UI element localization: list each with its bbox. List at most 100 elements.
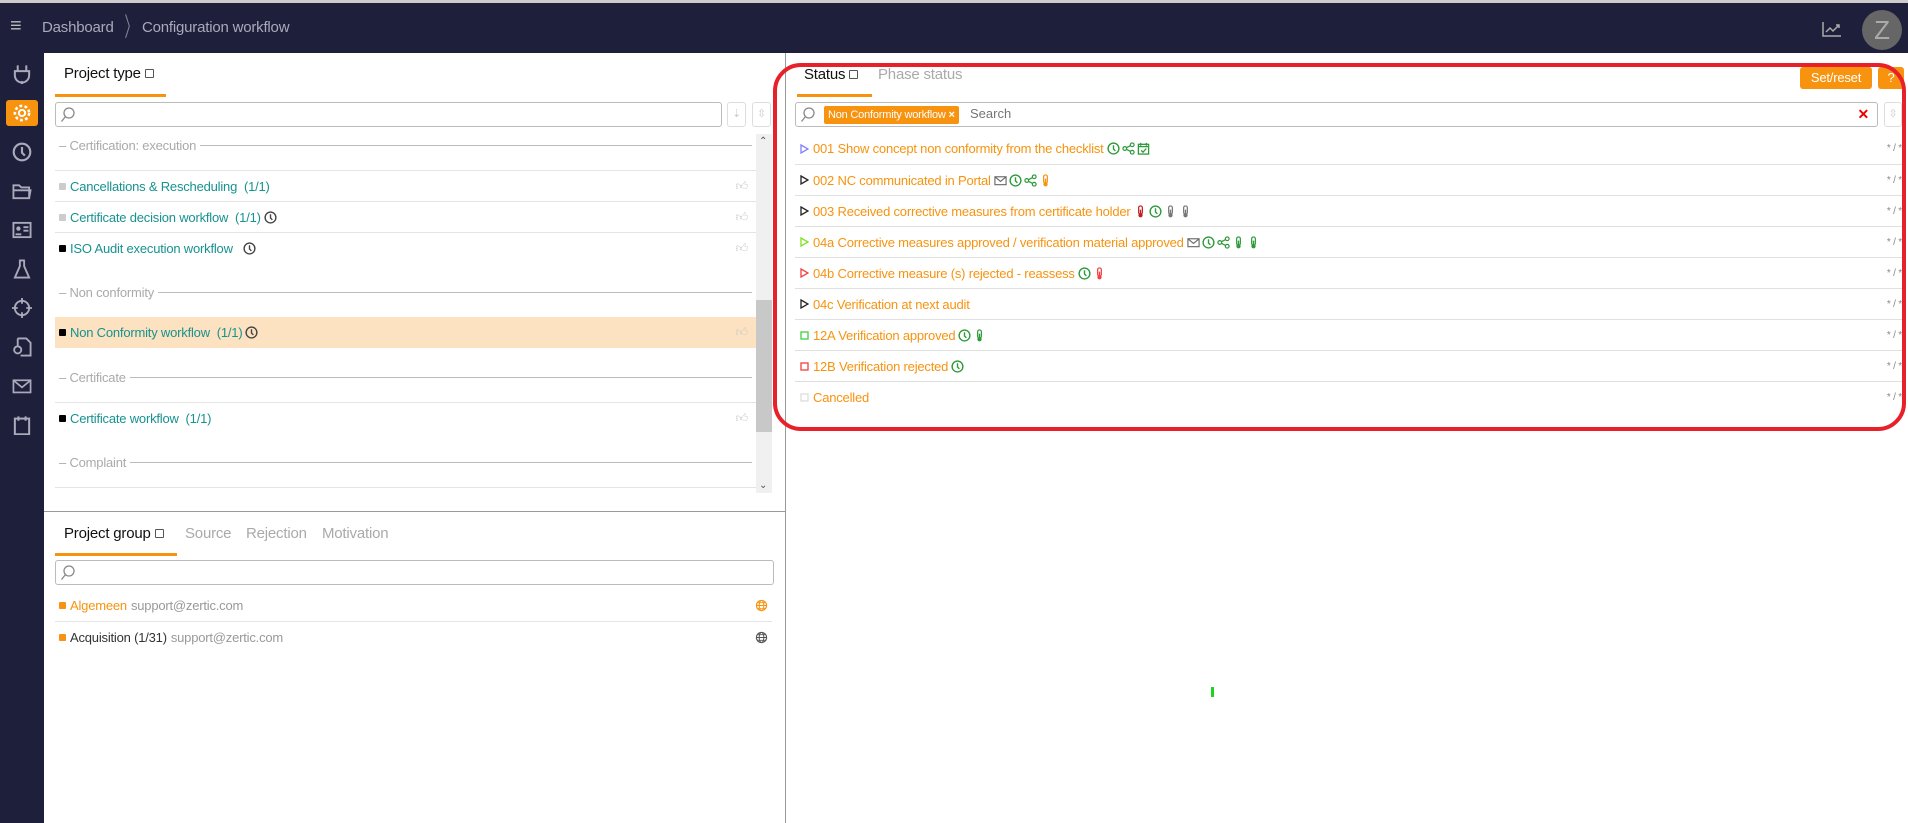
item-count: (1/1)	[235, 209, 261, 225]
clock-icon	[1009, 173, 1022, 187]
tab-phase-status[interactable]: Phase status	[878, 66, 963, 83]
item-name: Certificate workflow	[70, 410, 179, 426]
status-label: 12A Verification approved	[813, 327, 956, 343]
status-permissions: * / *	[1886, 174, 1902, 186]
project-type-list: – Certification: execution Cancellations …	[55, 134, 756, 493]
clock-icon	[951, 359, 964, 373]
panel-divider-vertical	[785, 53, 786, 823]
project-type-item[interactable]: Cancellations & Rescheduling (1/1) 👍︎	[55, 170, 756, 201]
item-name: Non Conformity workflow	[70, 325, 210, 340]
thumbs-up-icon[interactable]: 👍︎	[735, 240, 749, 255]
scrollbar[interactable]: ⌃ ⌄	[756, 134, 772, 493]
checkbox-icon[interactable]	[849, 70, 859, 79]
menu-icon[interactable]: ≡	[10, 15, 22, 37]
project-group-search-input[interactable]	[55, 560, 774, 585]
sort-toggle-button[interactable]: ⇳	[752, 102, 771, 127]
status-row[interactable]: 12B Verification rejected * / *	[795, 350, 1902, 381]
status-permissions: * / *	[1886, 391, 1902, 403]
project-group-row[interactable]: Acquisition (1/31) support@zertic.com	[55, 621, 772, 652]
triangle-marker-icon	[798, 175, 810, 185]
sort-toggle-button[interactable]: ⇳	[1884, 102, 1902, 127]
flask-icon[interactable]	[6, 256, 38, 282]
thumbs-up-icon[interactable]: 👍︎	[735, 209, 749, 224]
project-type-item[interactable]: Certificate decision workflow (1/1) 👍︎	[55, 201, 756, 232]
contact-card-icon[interactable]	[6, 217, 38, 243]
globe-icon[interactable]	[755, 631, 768, 644]
group-email: support@zertic.com	[130, 598, 244, 613]
status-row[interactable]: 04c Verification at next audit * / *	[795, 288, 1902, 319]
gear-icon[interactable]	[6, 100, 38, 126]
thumbs-up-icon[interactable]: 👍︎	[735, 325, 749, 339]
project-type-search-input[interactable]	[55, 102, 722, 127]
active-tab-underline	[55, 94, 166, 97]
status-label: 002 NC communicated in Portal	[813, 172, 991, 188]
group-name: Acquisition (1/31)	[70, 629, 167, 645]
status-row[interactable]: 001 Show concept non conformity from the…	[795, 133, 1902, 164]
calendar-icon[interactable]	[6, 412, 38, 438]
mail-icon[interactable]	[6, 373, 38, 399]
status-search-field[interactable]	[970, 106, 1470, 121]
clock-icon[interactable]	[6, 139, 38, 165]
filter-chip[interactable]: Non Conformity workflow ×	[824, 106, 959, 124]
clock-icon	[1078, 266, 1091, 280]
status-search-input[interactable]: Non Conformity workflow × ✕	[795, 102, 1878, 127]
status-row[interactable]: 003 Received corrective measures from ce…	[795, 195, 1902, 226]
checkbox-icon[interactable]	[154, 529, 164, 538]
status-row[interactable]: Cancelled * / *	[795, 381, 1902, 412]
project-group-row[interactable]: Algemeen support@zertic.com	[55, 590, 772, 621]
checkbox-icon[interactable]	[144, 69, 154, 78]
mail-icon	[1187, 236, 1200, 249]
thumbs-up-icon[interactable]: 👍︎	[735, 410, 749, 425]
color-swatch	[59, 633, 66, 641]
folder-icon[interactable]	[6, 178, 38, 204]
plug-icon[interactable]	[6, 61, 38, 87]
breadcrumb-dashboard[interactable]: Dashboard	[42, 19, 114, 36]
avatar[interactable]: Z	[1862, 10, 1902, 50]
status-permissions: * / *	[1886, 329, 1902, 341]
document-icon[interactable]	[6, 334, 38, 360]
status-label: 003 Received corrective measures from ce…	[813, 203, 1131, 219]
sort-alpha-button[interactable]: ⇣	[727, 102, 746, 127]
scrollbar-thumb[interactable]	[756, 300, 772, 432]
help-button[interactable]: ?	[1878, 67, 1904, 89]
tab-project-group[interactable]: Project group	[64, 525, 164, 542]
color-swatch	[59, 414, 66, 422]
status-row[interactable]: 002 NC communicated in Portal * / *	[795, 164, 1902, 195]
scroll-up-icon[interactable]: ⌃	[759, 136, 768, 147]
share-icon	[1217, 235, 1230, 249]
status-permissions: * / *	[1886, 143, 1902, 154]
project-type-item[interactable]: Non Conformity workflow (1/1) 👍︎	[55, 317, 756, 348]
scroll-down-icon[interactable]: ⌄	[759, 480, 768, 491]
status-row[interactable]: 12A Verification approved * / *	[795, 319, 1902, 350]
status-label: 04c Verification at next audit	[813, 296, 970, 312]
color-swatch	[59, 244, 66, 252]
group-header: – Non conformity	[59, 285, 752, 300]
status-row[interactable]: 04a Corrective measures approved / verif…	[795, 226, 1902, 257]
trend-chart-icon[interactable]	[1822, 21, 1842, 37]
cursor-mark	[1211, 687, 1214, 697]
project-type-item[interactable]: Certificate workflow (1/1) 👍︎	[55, 402, 756, 433]
status-label: 12B Verification rejected	[813, 358, 949, 374]
color-swatch	[59, 182, 66, 190]
group-header: – Complaint	[59, 455, 752, 470]
status-row[interactable]: 04b Corrective measure (s) rejected - re…	[795, 257, 1902, 288]
triangle-marker-icon	[798, 206, 810, 216]
thumbs-up-icon[interactable]: 👍︎	[735, 178, 749, 193]
filter-chip-label: Non Conformity workflow	[828, 109, 946, 121]
tab-label: Project group	[64, 525, 151, 542]
thermometer-icon	[973, 328, 986, 342]
project-type-item[interactable]: Complaints Workflow (1/1)👍︎	[55, 487, 756, 493]
clear-search-icon[interactable]: ✕	[1857, 106, 1869, 122]
tab-source[interactable]: Source	[185, 525, 232, 542]
thermometer-icon	[1134, 204, 1147, 218]
tab-motivation[interactable]: Motivation	[322, 525, 389, 542]
tab-rejection[interactable]: Rejection	[246, 525, 307, 542]
crosshair-icon[interactable]	[6, 295, 38, 321]
remove-filter-icon[interactable]: ×	[948, 109, 955, 121]
set-reset-button[interactable]: Set/reset	[1800, 67, 1872, 89]
tab-project-type[interactable]: Project type	[64, 65, 154, 82]
globe-icon[interactable]	[755, 599, 768, 612]
tab-status[interactable]: Status	[804, 66, 859, 83]
project-type-item[interactable]: ISO Audit execution workflow 👍︎	[55, 232, 756, 263]
clock-icon	[958, 328, 972, 342]
